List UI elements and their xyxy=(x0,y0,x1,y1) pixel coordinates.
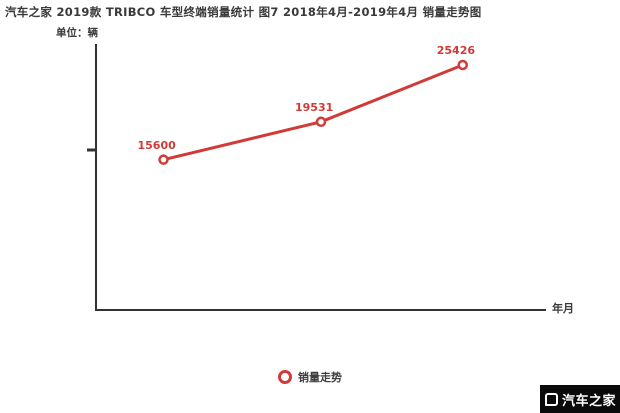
data-point-label: 19531 xyxy=(295,100,334,114)
watermark: 汽车之家 xyxy=(540,385,620,413)
data-point-marker xyxy=(457,59,468,71)
data-point-label: 25426 xyxy=(436,43,476,57)
watermark-text: 汽车之家 xyxy=(562,393,617,409)
data-point-label: 15600 xyxy=(137,138,176,152)
legend-marker-icon xyxy=(278,370,292,384)
legend-label: 销量走势 xyxy=(298,371,342,384)
y-axis-unit-label: 单位：辆 xyxy=(56,27,98,39)
chart-title: 汽车之家 2019款 TRIBCO 车型终端销量统计 图7 2018年4月-20… xyxy=(5,5,482,19)
data-point-marker xyxy=(315,116,327,128)
x-axis-label: 年月 xyxy=(552,302,574,315)
autohome-logo-icon xyxy=(545,392,558,406)
data-point-marker xyxy=(158,154,169,165)
legend: 销量走势 xyxy=(0,368,620,386)
